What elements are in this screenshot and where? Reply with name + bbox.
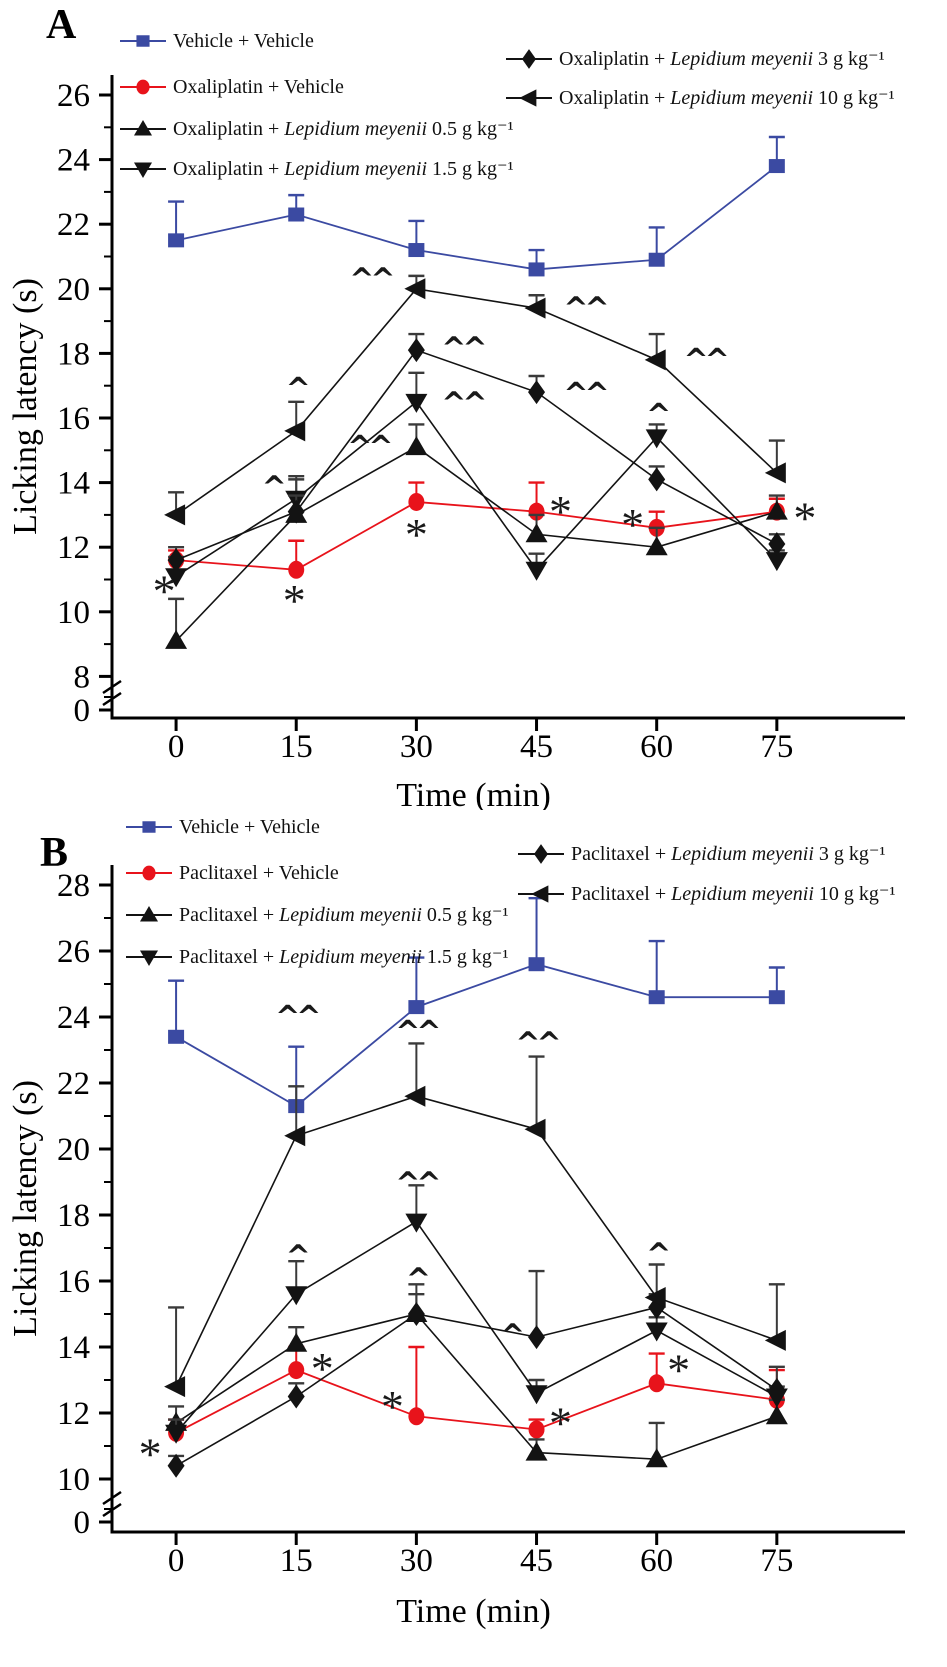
x-tick-label: 45 xyxy=(520,729,553,765)
y-tick-label: 16 xyxy=(57,401,90,437)
caret-annotation: ^^ xyxy=(347,430,391,465)
x-tick-label: 0 xyxy=(168,1543,185,1579)
asterisk-annotation: * xyxy=(549,486,572,537)
x-tick-label: 45 xyxy=(520,1543,553,1579)
y-axis-title: Licking latency (s) xyxy=(7,278,44,535)
y-tick-label: 12 xyxy=(57,530,90,566)
panel-a-label: A xyxy=(46,2,77,48)
series-paclitaxel-lepidium-meyenii-10-g-kg xyxy=(164,1042,786,1398)
y-tick-label: 8 xyxy=(74,659,91,695)
asterisk-annotation: * xyxy=(549,1397,572,1448)
y-tick-label: 22 xyxy=(57,1066,90,1102)
x-tick-label: 75 xyxy=(760,729,793,765)
series-vehicle-vehicle xyxy=(168,896,785,1114)
panel-a: A 8 10 12 14 16 18 20 22 24 26 0 0 15 30 45 60 75 Time (m… xyxy=(0,0,947,810)
x-tick-label: 15 xyxy=(280,729,313,765)
x-axis-title: Time (min) xyxy=(396,1593,551,1630)
x-tick-label: 60 xyxy=(640,1543,673,1579)
caret-annotation: ^^ xyxy=(349,262,393,297)
panel-b-chart: 10 12 14 16 18 20 22 24 26 28 0 0 15 30 45 60 75 Time (mi… xyxy=(7,865,905,1630)
caret-annotation: ^^ xyxy=(515,1026,559,1061)
caret-annotation: ^^ xyxy=(563,377,607,412)
significance-annotations: * ** * * *^^^^^^^^^^^^^^^^^ xyxy=(153,262,817,626)
caret-annotation: ^ xyxy=(262,471,285,506)
asterisk-annotation: * xyxy=(381,1381,404,1432)
caret-annotation: ^ xyxy=(286,1239,309,1274)
series-paclitaxel-lepidium-meyenii-0-5-g-kg xyxy=(165,1293,788,1468)
y-tick-label: 26 xyxy=(57,934,90,970)
asterisk-annotation: * xyxy=(311,1343,334,1394)
caret-annotation: ^^ xyxy=(395,1167,439,1202)
x-tick-label: 0 xyxy=(168,729,185,765)
y-tick-label: 14 xyxy=(57,1330,90,1366)
caret-annotation: ^^ xyxy=(275,1000,319,1035)
caret-annotation: ^ xyxy=(406,1262,429,1297)
y-tick-label: 18 xyxy=(57,1198,90,1234)
y-tick-label: 20 xyxy=(57,1132,90,1168)
asterisk-annotation: * xyxy=(621,499,644,550)
asterisk-annotation: * xyxy=(667,1345,690,1396)
caret-annotation: ^^ xyxy=(684,343,728,378)
series-paclitaxel-vehicle xyxy=(168,1345,785,1442)
y-tick-label: 14 xyxy=(57,466,90,502)
asterisk-annotation: * xyxy=(153,565,176,616)
y-tick-label: 18 xyxy=(57,336,90,372)
y-axis-title: Licking latency (s) xyxy=(7,1080,44,1337)
y-zero-label: 0 xyxy=(74,693,91,729)
asterisk-annotation: * xyxy=(405,509,428,560)
x-tick-label: 75 xyxy=(760,1543,793,1579)
caret-annotation: ^ xyxy=(646,1238,669,1273)
caret-annotation: ^^ xyxy=(441,332,485,367)
asterisk-annotation: * xyxy=(283,575,306,626)
x-tick-label: 60 xyxy=(640,729,673,765)
y-tick-label: 20 xyxy=(57,272,90,308)
series-paclitaxel-lepidium-meyenii-1-5-g-kg xyxy=(165,1184,788,1444)
caret-annotation: ^ xyxy=(500,1319,523,1354)
caret-annotation: ^^ xyxy=(563,291,607,326)
series-oxaliplatin-vehicle xyxy=(168,481,785,579)
series-oxaliplatin-lepidium-meyenii-3-g-kg xyxy=(167,332,786,573)
y-tick-label: 26 xyxy=(57,78,90,114)
y-tick-label: 10 xyxy=(57,595,90,631)
caret-annotation: ^^ xyxy=(395,1015,439,1050)
axes: 10 12 14 16 18 20 22 24 26 28 0 0 15 30 45 60 75 Time (mi… xyxy=(7,865,905,1630)
axes: 8 10 12 14 16 18 20 22 24 26 0 0 15 30 45 60 75 Time (min… xyxy=(7,75,905,810)
asterisk-annotation: * xyxy=(793,493,816,544)
panel-b-label: B xyxy=(40,830,69,876)
y-zero-label: 0 xyxy=(74,1505,91,1541)
x-axis-title: Time (min) xyxy=(396,777,551,810)
asterisk-annotation: * xyxy=(139,1429,162,1480)
y-tick-label: 24 xyxy=(57,143,90,179)
caret-annotation: ^ xyxy=(286,372,309,407)
y-tick-label: 10 xyxy=(57,1462,90,1498)
caret-annotation: ^^ xyxy=(441,387,485,422)
y-tick-label: 22 xyxy=(57,207,90,243)
y-tick-label: 16 xyxy=(57,1264,90,1300)
panel-a-chart: 8 10 12 14 16 18 20 22 24 26 0 0 15 30 45 60 75 Time (min… xyxy=(7,75,905,810)
x-tick-label: 15 xyxy=(280,1543,313,1579)
series-vehicle-vehicle xyxy=(168,135,785,277)
y-tick-label: 12 xyxy=(57,1396,90,1432)
x-tick-label: 30 xyxy=(400,1543,433,1579)
x-tick-label: 30 xyxy=(400,729,433,765)
panel-b: B 10 12 14 16 18 20 22 24 26 28 0 0 15 30 45 60 75 Time (… xyxy=(0,810,947,1667)
series-oxaliplatin-lepidium-meyenii-10-g-kg xyxy=(164,274,786,526)
y-tick-label: 24 xyxy=(57,1000,90,1036)
y-tick-label: 28 xyxy=(57,868,90,904)
caret-annotation: ^ xyxy=(646,398,669,433)
